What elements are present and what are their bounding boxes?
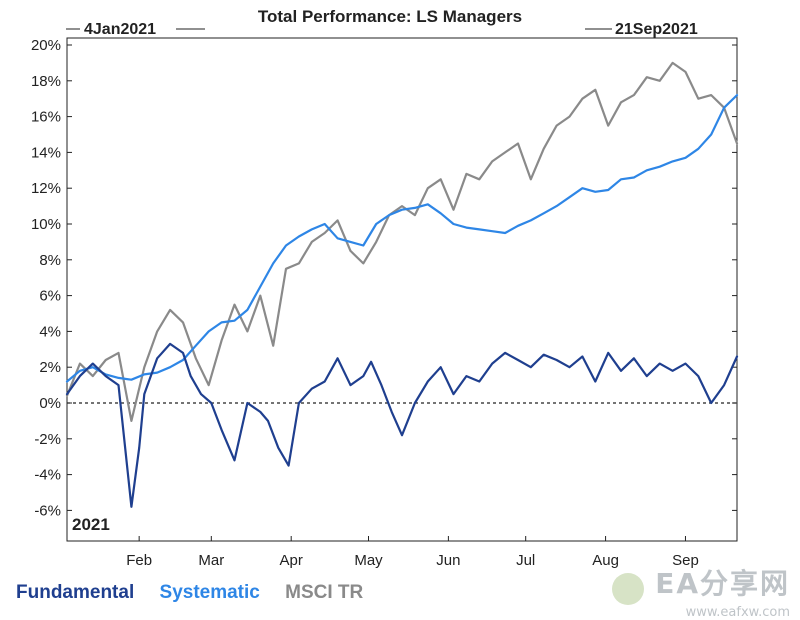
y-tick-label: -4% (34, 467, 61, 484)
y-tick-label: 8% (39, 252, 61, 269)
y-tick-label: 14% (31, 144, 61, 161)
x-tick-label: Feb (126, 552, 152, 569)
y-tick-label: 6% (39, 288, 61, 305)
watermark-url: www.eafxw.com (685, 604, 790, 620)
x-tick-label: May (354, 552, 383, 569)
series-line-fundamental (65, 342, 739, 508)
x-tick-label: Jul (516, 552, 535, 569)
x-tick-label: Aug (592, 552, 619, 569)
y-tick-label: 12% (31, 180, 61, 197)
year-label: 2021 (72, 515, 110, 534)
y-tick-label: 10% (31, 216, 61, 233)
y-tick-label: 2% (39, 359, 61, 376)
legend-item-fundamental: Fundamental (16, 582, 135, 603)
y-axis: 20% 18% 16% 14% 12% 10% 8% 6% 4% 2% 0% -2% -4% -6% (31, 37, 737, 519)
y-tick-label: 0% (39, 395, 61, 412)
y-tick-label: 20% (31, 37, 61, 54)
x-tick-label: Apr (280, 552, 303, 569)
x-tick-label: Jun (436, 552, 460, 569)
series-line-msci-tr (65, 61, 739, 422)
y-tick-label: -2% (34, 431, 61, 448)
y-tick-label: 18% (31, 73, 61, 90)
watermark-logo-icon (612, 572, 645, 605)
y-tick-label: -6% (34, 502, 61, 519)
end-date-label: 21Sep2021 (615, 21, 698, 38)
y-tick-label: 4% (39, 323, 61, 340)
plot-border (66, 37, 738, 542)
chart-title: Total Performance: LS Managers (258, 7, 522, 26)
x-axis: Feb Mar Apr May Jun Jul Aug Sep (126, 536, 699, 569)
y-tick-label: 16% (31, 109, 61, 126)
series-line-systematic (65, 93, 739, 383)
legend: Fundamental Systematic MSCI TR (16, 582, 383, 604)
watermark-title: EA分享网 (655, 567, 790, 600)
watermark: EA分享网 www.eafxw.com (612, 562, 790, 620)
legend-item-systematic: Systematic (159, 582, 260, 603)
x-tick-label: Mar (198, 552, 224, 569)
series-layer (65, 61, 739, 508)
x-tick-label: Sep (672, 552, 699, 569)
legend-item-msci-tr: MSCI TR (285, 582, 364, 603)
plot-frame (66, 37, 738, 542)
start-date-label: 4Jan2021 (84, 21, 156, 38)
